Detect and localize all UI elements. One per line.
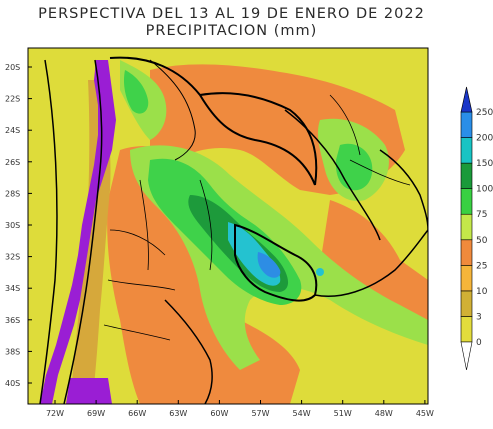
legend-box	[460, 111, 473, 138]
lon-label-66W: 66W	[128, 409, 146, 418]
lat-label-32S: 32S	[5, 253, 20, 262]
field-blue-max	[257, 252, 281, 278]
province-4	[139, 179, 149, 271]
brazil-coast	[379, 149, 428, 231]
map-title: PERSPECTIVA DEL 13 AL 19 DE ENERO DE 202…	[0, 6, 493, 40]
field-green-north	[123, 70, 149, 114]
southern-coast	[314, 229, 428, 297]
andes-border	[63, 59, 103, 404]
lon-label-51W: 51W	[334, 409, 352, 418]
legend-label-200: 200	[476, 134, 493, 144]
legend-label-3: 3	[476, 312, 482, 322]
longitude-axis: 72W 69W 66W 63W 60W 57W 54W 51W 48W 45W	[46, 400, 434, 418]
field-orange-east	[320, 200, 428, 340]
lon-label-69W: 69W	[87, 409, 105, 418]
legend-box	[460, 239, 473, 266]
lat-label-28S: 28S	[5, 189, 20, 198]
chile-coast	[39, 59, 58, 404]
legend-box	[460, 316, 473, 343]
legend-label-250: 250	[476, 108, 493, 118]
legend-box	[460, 265, 473, 292]
map-frame	[27, 47, 429, 405]
field-purple-south	[66, 378, 112, 404]
legend-box	[460, 137, 473, 164]
lat-label-22S: 22S	[5, 95, 20, 104]
paraguay-border	[199, 92, 318, 186]
lat-label-20S: 20S	[5, 63, 20, 72]
legend-label-0: 0	[476, 338, 482, 348]
bolivia-interior	[149, 59, 196, 161]
province-3	[103, 324, 171, 341]
legend-box	[460, 188, 473, 215]
field-purple-andes	[40, 60, 116, 404]
legend-label-10: 10	[476, 287, 488, 297]
lat-label-38S: 38S	[5, 347, 20, 356]
legend-label-100: 100	[476, 185, 493, 195]
lon-label-48W: 48W	[375, 409, 393, 418]
lat-label-24S: 24S	[5, 126, 20, 135]
lon-label-60W: 60W	[210, 409, 228, 418]
field-cyan-spot	[316, 268, 324, 276]
latitude-axis: 20S 22S 24S 26S 28S 30S 32S 34S 36S 38S 40S	[5, 63, 32, 388]
lat-label-26S: 26S	[5, 158, 20, 167]
legend-box	[460, 290, 473, 317]
legend-box	[460, 162, 473, 189]
lon-label-63W: 63W	[169, 409, 187, 418]
legend-label-25: 25	[476, 261, 487, 271]
brazil-state-2	[349, 159, 411, 186]
lat-label-30S: 30S	[5, 221, 20, 230]
lon-label-57W: 57W	[251, 409, 269, 418]
field-orange-center	[107, 146, 301, 404]
lat-label-40S: 40S	[5, 379, 20, 388]
legend-box	[460, 213, 473, 241]
brazil-state-1	[329, 94, 361, 156]
brazil-argentina-border	[284, 109, 381, 241]
legend-label-50: 50	[476, 236, 488, 246]
province-1	[109, 229, 166, 256]
province-5	[199, 179, 213, 271]
argentina-coast	[164, 299, 213, 404]
title-line-1: PERSPECTIVA DEL 13 AL 19 DE ENERO DE 202…	[38, 6, 425, 22]
legend-label-150: 150	[476, 159, 493, 169]
lon-label-54W: 54W	[293, 409, 311, 418]
legend-arrow-low	[460, 341, 473, 371]
legend-arrow-high	[460, 86, 473, 113]
title-line-2: PRECIPITACION (mm)	[145, 23, 318, 39]
bolivia-paraguay-border	[109, 56, 316, 186]
lat-label-34S: 34S	[5, 284, 20, 293]
lon-label-45W: 45W	[416, 409, 434, 418]
country-borders	[39, 56, 428, 404]
lat-label-36S: 36S	[5, 316, 20, 325]
province-2	[107, 279, 176, 291]
legend-label-75: 75	[476, 210, 487, 220]
precipitation-field	[28, 48, 428, 404]
lon-label-72W: 72W	[46, 409, 64, 418]
